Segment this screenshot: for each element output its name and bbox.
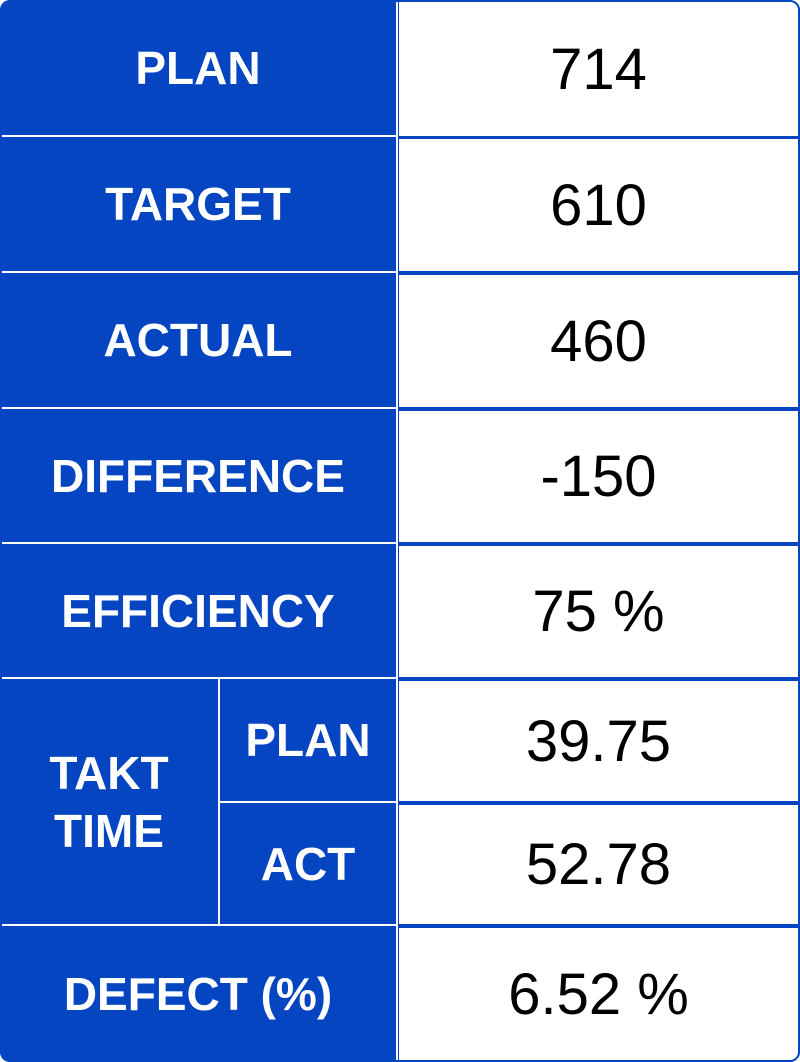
efficiency-label: EFFICIENCY — [0, 544, 398, 679]
actual-label: ACTUAL — [0, 273, 398, 409]
plan-value: 714 — [398, 0, 800, 138]
takt-plan-value: 39.75 — [398, 679, 800, 803]
takt-time-label-line2: TIME — [54, 804, 164, 857]
takt-time-label-line1: TAKT — [49, 746, 169, 799]
plan-label: PLAN — [0, 0, 398, 137]
target-value: 610 — [398, 137, 800, 273]
target-label: TARGET — [0, 137, 398, 273]
difference-value: -150 — [398, 409, 800, 544]
takt-time-label: TAKT TIME — [0, 679, 220, 926]
difference-label: DIFFERENCE — [0, 409, 398, 544]
efficiency-value: 75 % — [398, 544, 800, 679]
defect-label: DEFECT (%) — [0, 926, 398, 1062]
takt-act-value: 52.78 — [398, 803, 800, 926]
actual-value: 460 — [398, 273, 800, 409]
takt-act-label: ACT — [220, 803, 398, 926]
defect-value: 6.52 % — [398, 926, 800, 1062]
takt-plan-label: PLAN — [220, 679, 398, 803]
